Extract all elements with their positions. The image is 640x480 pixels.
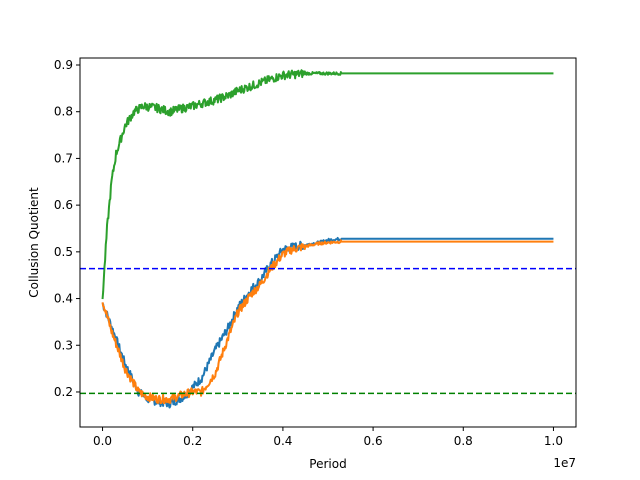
- x-tick-label: 1.0: [544, 434, 563, 448]
- y-tick-label: 0.6: [54, 198, 73, 212]
- y-tick-label: 0.7: [54, 151, 73, 165]
- x-axis-label: Period: [309, 457, 346, 471]
- y-tick-label: 0.9: [54, 58, 73, 72]
- x-tick-label: 0.8: [454, 434, 473, 448]
- plot-area: [80, 69, 576, 409]
- axes-frame: [79, 57, 577, 428]
- y-tick-label: 0.2: [54, 385, 73, 399]
- x-axis-offset-label: 1e7: [553, 456, 576, 470]
- series-line-1: [101, 236, 554, 409]
- series-line-2: [101, 239, 554, 405]
- y-axis-label: Collusion Quotient: [27, 187, 41, 298]
- y-tick-label: 0.4: [54, 292, 73, 306]
- series-line-3: [101, 69, 554, 300]
- y-tick-label: 0.5: [54, 245, 73, 259]
- y-tick-label: 0.3: [54, 338, 73, 352]
- axis-ticks: 0.0 0.2 0.4 0.6 0.8 1.0 0.2 0.3 0.4 0.5 0.6 0.7 0.8 0…: [54, 58, 563, 448]
- x-tick-label: 0.6: [364, 434, 383, 448]
- x-tick-label: 0.4: [273, 434, 292, 448]
- x-tick-label: 0.0: [93, 434, 112, 448]
- y-tick-label: 0.8: [54, 105, 73, 119]
- x-tick-label: 0.2: [183, 434, 202, 448]
